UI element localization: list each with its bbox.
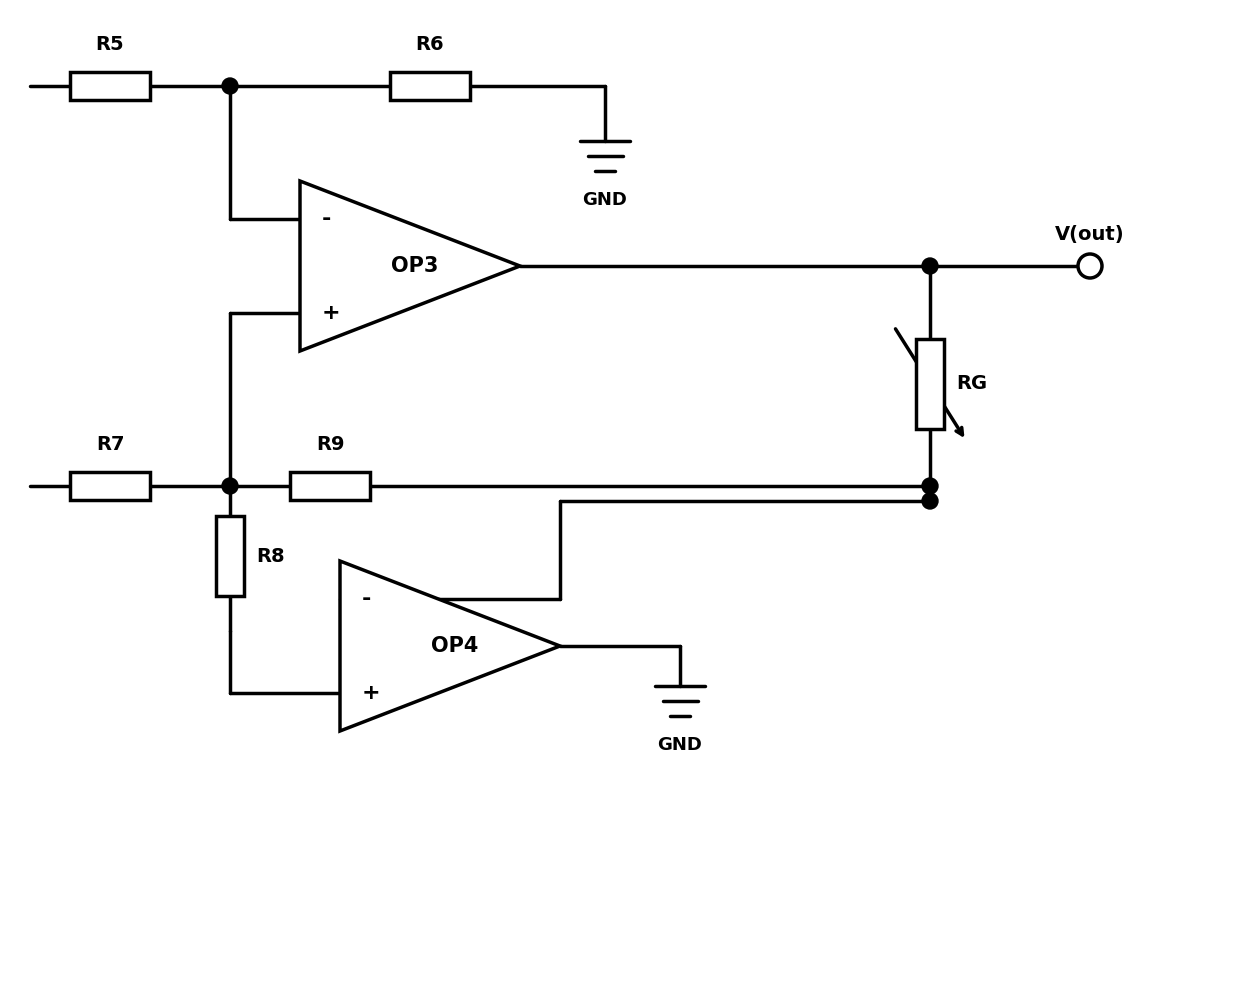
Text: +: +	[322, 303, 341, 323]
Circle shape	[1078, 254, 1102, 278]
Text: -: -	[322, 209, 331, 229]
Circle shape	[222, 78, 238, 94]
Circle shape	[923, 478, 937, 494]
Bar	[391, 72, 470, 100]
Polygon shape	[340, 561, 560, 731]
Bar	[69, 472, 150, 500]
Circle shape	[923, 258, 937, 274]
Text: R6: R6	[415, 35, 444, 54]
Text: R8: R8	[255, 546, 285, 565]
Text: GND: GND	[657, 736, 702, 754]
Bar	[916, 338, 944, 429]
Text: R7: R7	[95, 435, 124, 454]
Text: R9: R9	[316, 435, 345, 454]
Circle shape	[222, 478, 238, 494]
Text: R5: R5	[95, 35, 124, 54]
Text: +: +	[362, 683, 381, 703]
Polygon shape	[300, 181, 520, 351]
Text: RG: RG	[956, 374, 987, 393]
Bar	[216, 516, 244, 596]
Text: OP3: OP3	[391, 256, 438, 276]
Circle shape	[923, 493, 937, 509]
Text: OP4: OP4	[430, 636, 479, 656]
Bar	[69, 72, 150, 100]
Text: -: -	[362, 590, 371, 610]
Text: V(out): V(out)	[1055, 225, 1125, 244]
Bar	[290, 472, 370, 500]
Text: GND: GND	[583, 191, 627, 209]
